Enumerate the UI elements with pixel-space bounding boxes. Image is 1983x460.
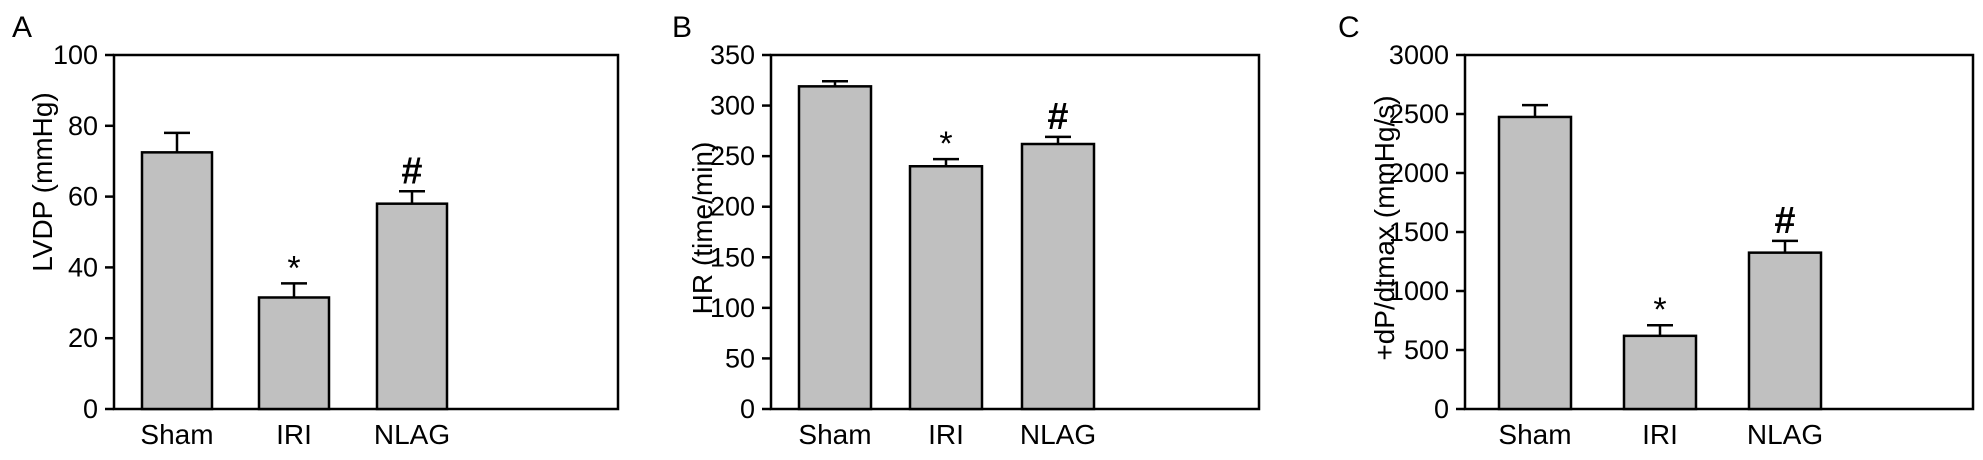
y-tick-label: 40 — [68, 252, 98, 282]
x-category-label: NLAG — [1747, 419, 1823, 450]
y-axis-title: +dP/dtmax (mmHg/s) — [1369, 95, 1400, 360]
y-tick-label: 200 — [710, 192, 755, 222]
x-category-label: Sham — [798, 419, 871, 450]
y-axis-title: HR (time/min) — [687, 142, 718, 315]
bar — [140, 151, 214, 411]
x-category-label: Sham — [140, 419, 213, 450]
x-category-label: IRI — [276, 419, 312, 450]
bar — [1622, 334, 1698, 411]
y-tick-label: 20 — [68, 323, 98, 353]
bar — [257, 296, 331, 411]
y-tick-label: 1000 — [1389, 276, 1449, 306]
bar — [1747, 251, 1823, 411]
y-tick-label: 0 — [1434, 394, 1449, 424]
x-category-label: Sham — [1498, 419, 1571, 450]
x-axis-labels: Sham IRI NLAG — [1498, 419, 1823, 450]
significance-star: * — [939, 125, 952, 163]
y-tick-label: 60 — [68, 182, 98, 212]
panel-label: C — [1338, 11, 1360, 44]
bar — [1497, 115, 1573, 411]
x-category-label: IRI — [928, 419, 964, 450]
y-tick-label: 2500 — [1389, 99, 1449, 129]
y-tick-label: 250 — [710, 141, 755, 171]
x-category-label: NLAG — [1020, 419, 1096, 450]
y-tick-label: 50 — [725, 343, 755, 373]
significance-star: * — [287, 249, 300, 287]
significance-star: * — [1653, 291, 1666, 329]
panel-label: A — [12, 11, 32, 44]
x-category-label: NLAG — [374, 419, 450, 450]
y-tick-label: 100 — [53, 40, 98, 70]
y-axis-title: LVDP (mmHg) — [27, 92, 58, 271]
y-tick-label: 0 — [740, 394, 755, 424]
panel-label: B — [672, 11, 692, 44]
bar — [908, 165, 984, 411]
significance-hash: # — [401, 150, 422, 192]
bars: *# — [140, 131, 449, 411]
y-axis-ticks: 0 50 100 150 200 250 300 350 — [710, 40, 771, 424]
y-tick-label: 0 — [83, 394, 98, 424]
y-axis-ticks: 0 20 40 60 80 100 — [53, 40, 114, 424]
y-tick-label: 150 — [710, 242, 755, 272]
significance-hash: # — [1047, 96, 1068, 138]
plot-frame — [769, 53, 1261, 411]
bars: *# — [1497, 103, 1823, 411]
y-tick-label: 80 — [68, 111, 98, 141]
significance-hash: # — [1774, 200, 1795, 242]
x-axis-labels: Sham IRI NLAG — [798, 419, 1096, 450]
x-axis-labels: Sham IRI NLAG — [140, 419, 450, 450]
y-tick-label: 350 — [710, 40, 755, 70]
bar — [375, 202, 449, 411]
y-axis-ticks: 0 500 1000 1500 2000 2500 3000 — [1389, 40, 1465, 424]
chart-panel-c: C +dP/dtmax (mmHg/s) 0 500 1000 1500 2000 250… — [1338, 11, 1975, 450]
y-tick-label: 2000 — [1389, 158, 1449, 188]
y-tick-label: 500 — [1404, 335, 1449, 365]
bars: *# — [797, 80, 1096, 411]
y-tick-label: 100 — [710, 293, 755, 323]
plot-frame — [112, 53, 620, 411]
bar — [797, 85, 873, 411]
y-tick-label: 3000 — [1389, 40, 1449, 70]
y-tick-label: 300 — [710, 91, 755, 121]
bar — [1020, 142, 1096, 411]
y-tick-label: 1500 — [1389, 217, 1449, 247]
x-category-label: IRI — [1642, 419, 1678, 450]
